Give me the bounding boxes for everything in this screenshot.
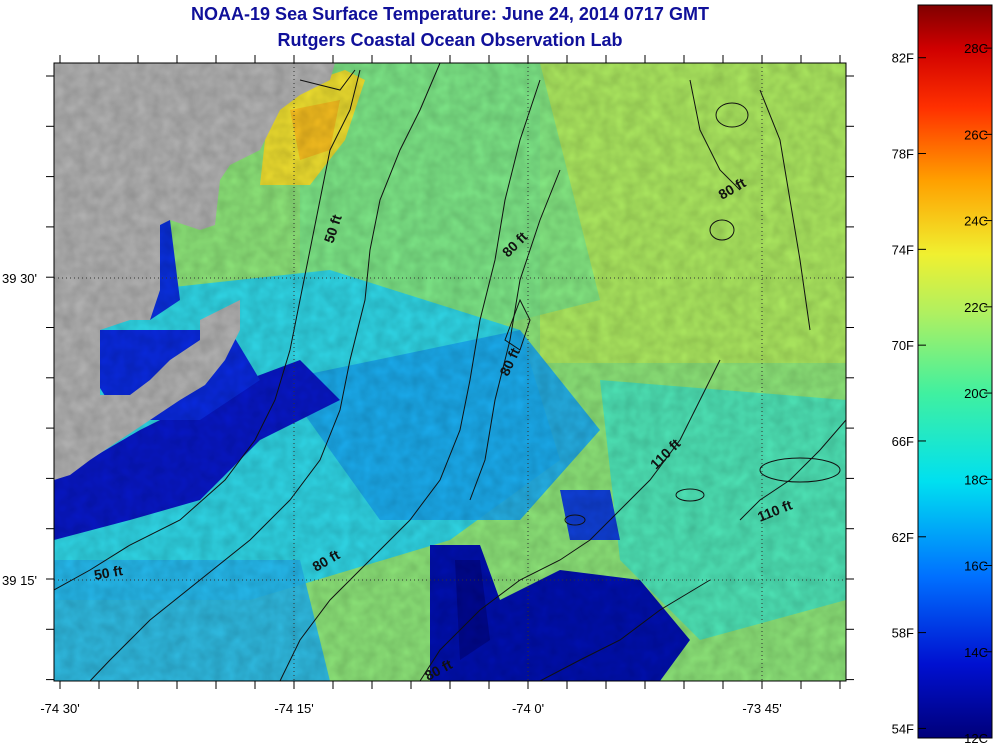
colorbar-fahrenheit-label: 66F [892, 434, 914, 449]
colorbar-fahrenheit-label: 82F [892, 51, 914, 66]
map-title: NOAA-19 Sea Surface Temperature: June 24… [191, 4, 709, 24]
x-tick-label: -74 30' [40, 701, 79, 716]
colorbar-fahrenheit-label: 58F [892, 626, 914, 641]
x-tick-label: -73 45' [742, 701, 781, 716]
colorbar-celsius-label: 18C [964, 472, 988, 487]
map-subtitle: Rutgers Coastal Ocean Observation Lab [277, 30, 623, 50]
colorbar-fahrenheit-label: 62F [892, 530, 914, 545]
colorbar [917, 4, 993, 739]
colorbar-celsius-label: 20C [964, 386, 988, 401]
y-tick-label: 39 30' [2, 271, 37, 286]
colorbar-fahrenheit-label: 78F [892, 147, 914, 162]
colorbar-celsius-label: 22C [964, 300, 988, 315]
colorbar-celsius-label: 26C [964, 127, 988, 142]
colorbar-ticks [918, 47, 992, 739]
colorbar-celsius-label: 28C [964, 41, 988, 56]
colorbar-celsius-label: 16C [964, 559, 988, 574]
colorbar-celsius-label: 12C [964, 731, 988, 746]
x-tick-label: -74 0' [512, 701, 544, 716]
colorbar-labels: 28C 26C 24C 22C 20C 18C 16C 14C 12C 82F 78F 74F 70F 6… [892, 41, 988, 746]
colorbar-fahrenheit-label: 54F [892, 721, 914, 736]
axis-ticks [46, 55, 854, 689]
colorbar-celsius-label: 14C [964, 645, 988, 660]
colorbar-fahrenheit-label: 74F [892, 242, 914, 257]
grid-lines [54, 63, 846, 681]
sst-field: 50 ft 80 ft 80 ft 80 ft 110 ft 110 ft 50… [54, 63, 846, 681]
colorbar-fahrenheit-label: 70F [892, 338, 914, 353]
bathymetry-contours [54, 63, 846, 681]
contour-label: 50 ft [93, 562, 124, 583]
colorbar-celsius-label: 24C [964, 214, 988, 229]
y-tick-label: 39 15' [2, 573, 37, 588]
x-tick-label: -74 15' [274, 701, 313, 716]
